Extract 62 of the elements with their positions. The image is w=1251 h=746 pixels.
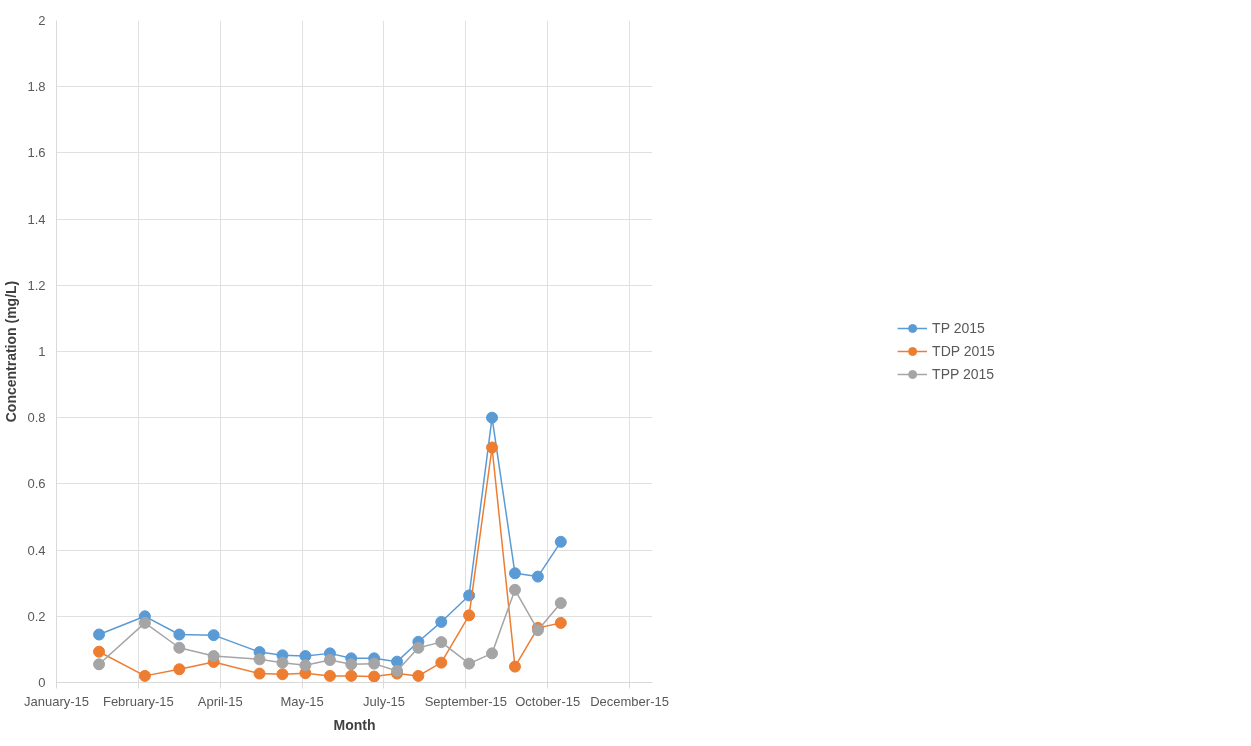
x-tick-label: January-15 <box>23 693 90 709</box>
y-tick-label: 0.8 <box>27 410 46 426</box>
point <box>323 669 336 682</box>
y-tick-label: 1.2 <box>27 277 46 293</box>
point <box>138 669 151 682</box>
point <box>207 650 220 663</box>
point <box>435 656 448 669</box>
point <box>253 667 266 680</box>
y-tick-label: 1.4 <box>27 211 46 227</box>
x-tick-label: July-15 <box>363 693 405 709</box>
point <box>486 411 499 424</box>
y-tick-label: 0 <box>38 675 46 690</box>
point <box>173 641 186 654</box>
y-tick-label: 0.2 <box>27 608 46 624</box>
point <box>554 535 567 548</box>
y-axis-title: Concentration (mg/L) <box>3 280 20 423</box>
point <box>173 628 186 641</box>
point <box>486 441 499 454</box>
point <box>93 658 106 671</box>
legend-label: TDP 2015 <box>932 343 995 359</box>
point <box>276 668 289 681</box>
legend-label: TP 2015 <box>932 320 985 336</box>
x-tick-label: February-15 <box>102 693 174 709</box>
point <box>531 570 544 583</box>
point <box>173 663 186 676</box>
point <box>207 629 220 642</box>
point <box>299 659 312 672</box>
point <box>345 669 358 682</box>
point <box>486 647 499 660</box>
point <box>345 658 358 671</box>
point <box>138 616 151 629</box>
point <box>368 657 381 670</box>
y-tick-label: 1.6 <box>27 145 46 161</box>
point <box>463 657 476 670</box>
x-tick-label: September-15 <box>424 693 508 709</box>
y-tick-label: 1 <box>38 344 46 359</box>
point <box>554 616 567 629</box>
x-tick-label: April-15 <box>197 693 243 709</box>
point <box>93 628 106 641</box>
point <box>508 567 521 580</box>
x-tick-label: December-15 <box>590 693 669 709</box>
point <box>93 645 106 658</box>
point <box>323 654 336 666</box>
x-tick-label: October-15 <box>515 693 581 709</box>
y-tick-label: 1.8 <box>27 79 46 95</box>
point <box>276 656 289 669</box>
point <box>554 597 567 610</box>
point <box>412 669 425 682</box>
point <box>412 641 425 654</box>
x-axis-title: Month <box>333 716 376 733</box>
legend-label: TPP 2015 <box>932 366 995 382</box>
y-tick-label: 0.6 <box>27 476 46 492</box>
point <box>253 653 266 666</box>
point <box>508 660 521 673</box>
y-tick-label: 0.4 <box>27 542 46 558</box>
x-tick-label: May-15 <box>280 693 324 709</box>
point <box>368 670 381 683</box>
point <box>463 609 476 622</box>
point <box>508 583 521 596</box>
point <box>435 615 448 628</box>
y-tick-label: 2 <box>38 13 46 28</box>
point <box>435 636 448 649</box>
